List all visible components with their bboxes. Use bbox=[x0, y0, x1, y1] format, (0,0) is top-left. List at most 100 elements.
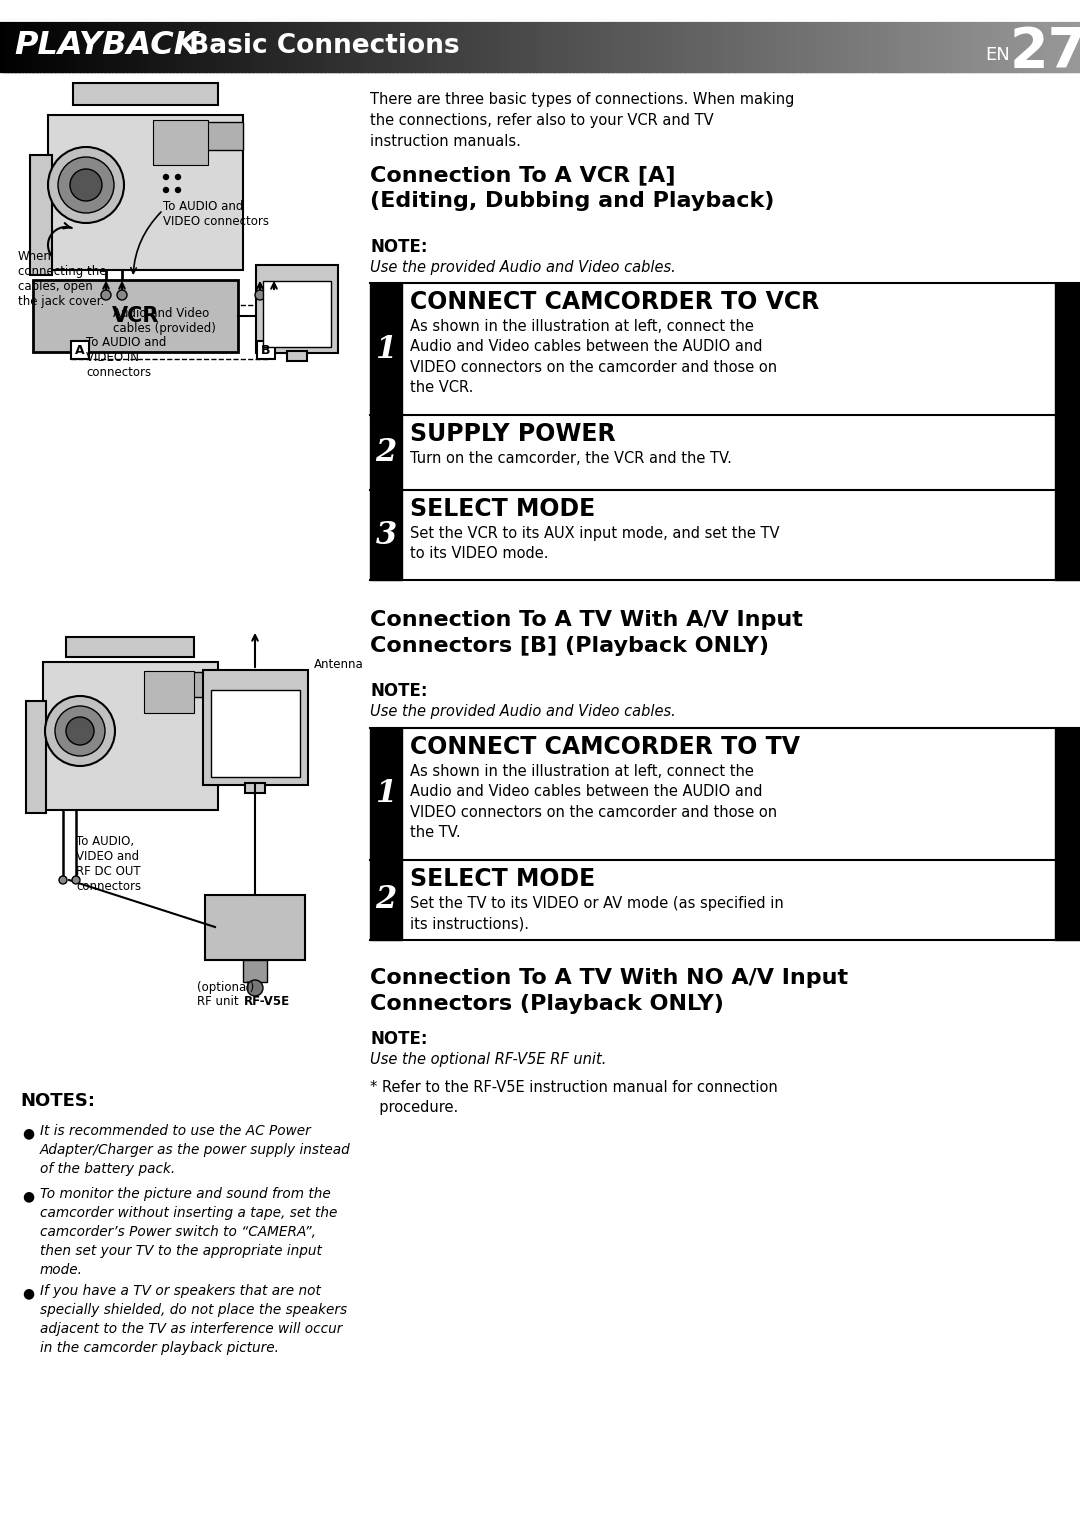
Bar bbox=[241, 20, 246, 72]
Bar bbox=[57, 20, 63, 72]
Bar bbox=[964, 20, 970, 72]
Bar bbox=[243, 960, 267, 983]
Bar bbox=[853, 20, 859, 72]
Bar bbox=[878, 20, 883, 72]
Circle shape bbox=[55, 707, 105, 756]
Bar bbox=[867, 20, 873, 72]
Bar bbox=[450, 20, 455, 72]
Circle shape bbox=[175, 175, 180, 179]
Bar bbox=[90, 20, 95, 72]
Bar bbox=[126, 20, 131, 72]
Circle shape bbox=[66, 717, 94, 745]
Bar bbox=[264, 281, 330, 346]
Bar bbox=[1055, 20, 1059, 72]
Bar bbox=[71, 340, 89, 359]
Bar bbox=[972, 20, 977, 72]
Bar bbox=[338, 20, 343, 72]
Bar bbox=[32, 20, 38, 72]
Bar bbox=[748, 20, 754, 72]
Text: NOTE:: NOTE: bbox=[370, 682, 428, 701]
Bar bbox=[100, 20, 106, 72]
Bar bbox=[148, 20, 152, 72]
Bar bbox=[684, 20, 689, 72]
Bar bbox=[910, 20, 916, 72]
Bar bbox=[11, 20, 16, 72]
Bar bbox=[137, 20, 141, 72]
Text: NOTES:: NOTES: bbox=[21, 1091, 95, 1110]
Bar bbox=[0, 20, 5, 72]
Bar bbox=[43, 662, 218, 809]
Bar bbox=[213, 20, 217, 72]
Text: Audio and Video
cables (provided): Audio and Video cables (provided) bbox=[113, 307, 216, 336]
Text: 1: 1 bbox=[376, 334, 396, 365]
Bar bbox=[907, 20, 913, 72]
Bar bbox=[497, 20, 502, 72]
Bar bbox=[702, 20, 707, 72]
Bar bbox=[759, 20, 765, 72]
Bar bbox=[335, 20, 340, 72]
Bar bbox=[839, 20, 843, 72]
Bar bbox=[353, 20, 357, 72]
Bar bbox=[904, 20, 908, 72]
Bar bbox=[623, 20, 627, 72]
Bar bbox=[666, 20, 671, 72]
Bar bbox=[872, 20, 876, 72]
Bar bbox=[846, 20, 851, 72]
Bar bbox=[230, 20, 235, 72]
Text: If you have a TV or speakers that are not
specially shielded, do not place the s: If you have a TV or speakers that are no… bbox=[40, 1285, 347, 1355]
Bar bbox=[256, 265, 338, 353]
Bar bbox=[144, 20, 149, 72]
Bar bbox=[62, 20, 66, 72]
Bar bbox=[861, 20, 865, 72]
Bar bbox=[1066, 20, 1070, 72]
Bar bbox=[774, 20, 779, 72]
Bar bbox=[18, 20, 23, 72]
Bar bbox=[940, 20, 945, 72]
Bar bbox=[381, 20, 387, 72]
Bar bbox=[699, 20, 703, 72]
Bar bbox=[1072, 20, 1078, 72]
Bar bbox=[364, 20, 368, 72]
Bar bbox=[48, 115, 243, 270]
Bar bbox=[954, 20, 959, 72]
Text: Set the TV to its VIDEO or AV mode (as specified in
its instructions).: Set the TV to its VIDEO or AV mode (as s… bbox=[410, 895, 784, 932]
Circle shape bbox=[247, 980, 264, 996]
Bar bbox=[540, 20, 545, 72]
Bar bbox=[46, 20, 52, 72]
Text: 3: 3 bbox=[376, 520, 396, 550]
Bar bbox=[799, 20, 805, 72]
Bar bbox=[187, 20, 192, 72]
Bar bbox=[324, 20, 329, 72]
Bar bbox=[950, 20, 956, 72]
Bar bbox=[796, 20, 800, 72]
Bar bbox=[392, 20, 397, 72]
Bar bbox=[929, 20, 934, 72]
Bar bbox=[1044, 20, 1049, 72]
Bar bbox=[802, 20, 808, 72]
Bar bbox=[464, 20, 470, 72]
Bar bbox=[273, 20, 279, 72]
Bar bbox=[180, 20, 185, 72]
Bar bbox=[565, 20, 570, 72]
Bar bbox=[713, 20, 718, 72]
Bar bbox=[153, 120, 208, 166]
Bar bbox=[191, 20, 195, 72]
Bar bbox=[961, 20, 967, 72]
Bar bbox=[500, 20, 505, 72]
Bar bbox=[616, 20, 621, 72]
Bar bbox=[742, 20, 746, 72]
Bar bbox=[1069, 20, 1075, 72]
Text: Use the optional RF-V5E RF unit.: Use the optional RF-V5E RF unit. bbox=[370, 1052, 606, 1067]
Text: There are three basic types of connections. When making
the connections, refer a: There are three basic types of connectio… bbox=[370, 92, 795, 149]
Bar bbox=[205, 20, 211, 72]
Bar bbox=[238, 20, 243, 72]
Bar bbox=[219, 20, 225, 72]
Text: Basic Connections: Basic Connections bbox=[180, 34, 460, 58]
Bar bbox=[781, 20, 786, 72]
Bar bbox=[947, 20, 951, 72]
Bar bbox=[602, 20, 606, 72]
Bar bbox=[211, 690, 300, 777]
Bar bbox=[1077, 20, 1080, 72]
Bar bbox=[1051, 20, 1056, 72]
Bar bbox=[980, 20, 984, 72]
